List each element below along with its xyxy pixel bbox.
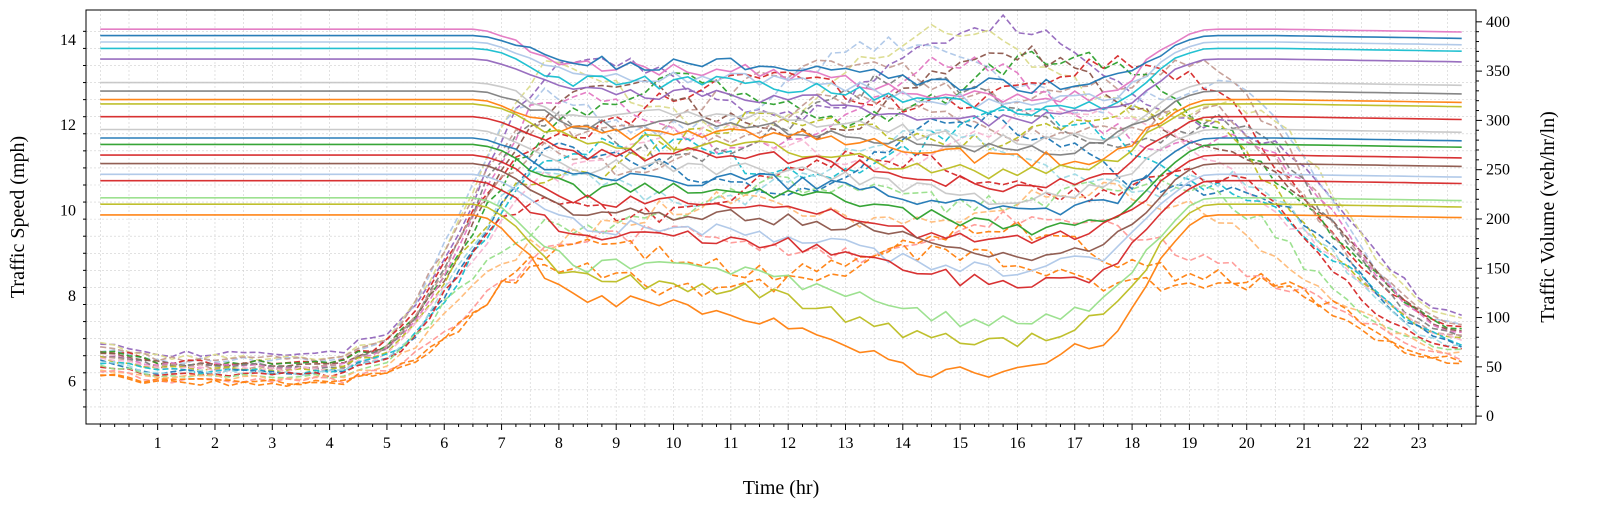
x-tick-label: 7: [498, 435, 506, 452]
x-tick-label: 14: [895, 435, 911, 452]
x-tick-label: 22: [1353, 435, 1369, 452]
volume-series-line: [100, 50, 1462, 367]
speed-series-line: [100, 115, 1462, 193]
plot-frame: [85, 9, 1477, 425]
speed-series-line: [100, 103, 1462, 180]
speed-series-line: [100, 81, 1462, 148]
volume-series-line: [100, 73, 1462, 370]
x-tick-label: 5: [383, 435, 391, 452]
volume-series-line: [100, 150, 1462, 378]
x-tick-label: 16: [1009, 435, 1025, 452]
y-axis-title: Traffic Speed (mph): [7, 136, 29, 298]
speed-series-line: [100, 214, 1462, 379]
y2-tick-label: 250: [1486, 162, 1510, 179]
x-tick-label: 15: [952, 435, 968, 452]
volume-series-line: [100, 128, 1462, 377]
x-tick-label: 13: [837, 435, 853, 452]
speed-series-line: [100, 128, 1462, 206]
volume-series-line: [100, 181, 1462, 382]
volume-series-line: [100, 220, 1462, 386]
speed-series-line: [100, 34, 1462, 95]
volume-series-line: [100, 58, 1462, 363]
x-tick-label: 2: [211, 435, 219, 452]
x-tick-label: 1: [154, 435, 162, 452]
speed-series-group: [100, 28, 1462, 379]
x-tick-label: 3: [268, 435, 276, 452]
x-tick-label: 10: [666, 435, 682, 452]
x-axis-title: Time (hr): [743, 477, 819, 499]
y-tick-label: 6: [68, 373, 76, 390]
x-tick-label: 9: [612, 435, 620, 452]
y2-tick-label: 0: [1486, 408, 1494, 425]
x-tick-label: 11: [723, 435, 738, 452]
x-tick-label: 19: [1181, 435, 1197, 452]
axis-ticks: [83, 21, 1482, 430]
speed-series-line: [100, 143, 1462, 236]
y2-tick-label: 150: [1486, 260, 1510, 277]
volume-series-line: [100, 112, 1463, 376]
x-tick-label: 4: [326, 435, 334, 452]
x-tick-label: 6: [440, 435, 448, 452]
speed-series-line: [100, 58, 1462, 127]
speed-series-line: [100, 179, 1462, 289]
y-tick-label: 14: [60, 32, 76, 49]
x-tick-label: 20: [1239, 435, 1255, 452]
x-tick-label: 18: [1124, 435, 1140, 452]
y2-tick-label: 50: [1486, 359, 1502, 376]
y2-tick-label: 400: [1486, 14, 1510, 31]
y2-axis-title: Traffic Volume (veh/hr/ln): [1537, 111, 1559, 322]
x-tick-label: 8: [555, 435, 563, 452]
x-tick-label: 12: [780, 435, 796, 452]
x-tick-label: 23: [1411, 435, 1427, 452]
volume-series-line: [100, 56, 1462, 369]
speed-series-line: [100, 197, 1462, 328]
volume-series-group: [99, 13, 1463, 388]
x-tick-label: 21: [1296, 435, 1312, 452]
y-tick-label: 8: [68, 288, 76, 305]
speed-series-line: [100, 203, 1462, 348]
speed-series-line: [100, 137, 1462, 216]
volume-series-line: [100, 93, 1462, 371]
y2-tick-label: 200: [1486, 211, 1510, 228]
speed-series-line: [100, 162, 1462, 262]
volume-series-line: [100, 210, 1463, 384]
speed-series-line: [100, 154, 1462, 244]
speed-series-line: [100, 41, 1462, 110]
volume-series-line: [100, 243, 1462, 388]
speed-series-line: [100, 98, 1462, 168]
x-tick-label: 17: [1067, 435, 1083, 452]
y2-tick-label: 100: [1486, 310, 1510, 327]
y-tick-label: 10: [60, 203, 76, 220]
y-tick-label: 12: [60, 117, 76, 134]
speed-series-line: [100, 173, 1462, 277]
volume-series-line: [100, 108, 1463, 375]
speed-series-line: [100, 28, 1462, 103]
y2-tick-label: 300: [1486, 112, 1510, 129]
volume-series-line: [100, 13, 1462, 358]
axis-tick-labels: 1 2 3 4 5 6 7 8 9 10 11 12 13 14 15 16 17 18 19 20 21 22 23681…: [60, 14, 1510, 452]
speed-series-line: [100, 47, 1462, 117]
volume-series-line: [100, 174, 1462, 380]
y2-tick-label: 350: [1486, 63, 1510, 80]
speed-series-line: [100, 90, 1462, 156]
